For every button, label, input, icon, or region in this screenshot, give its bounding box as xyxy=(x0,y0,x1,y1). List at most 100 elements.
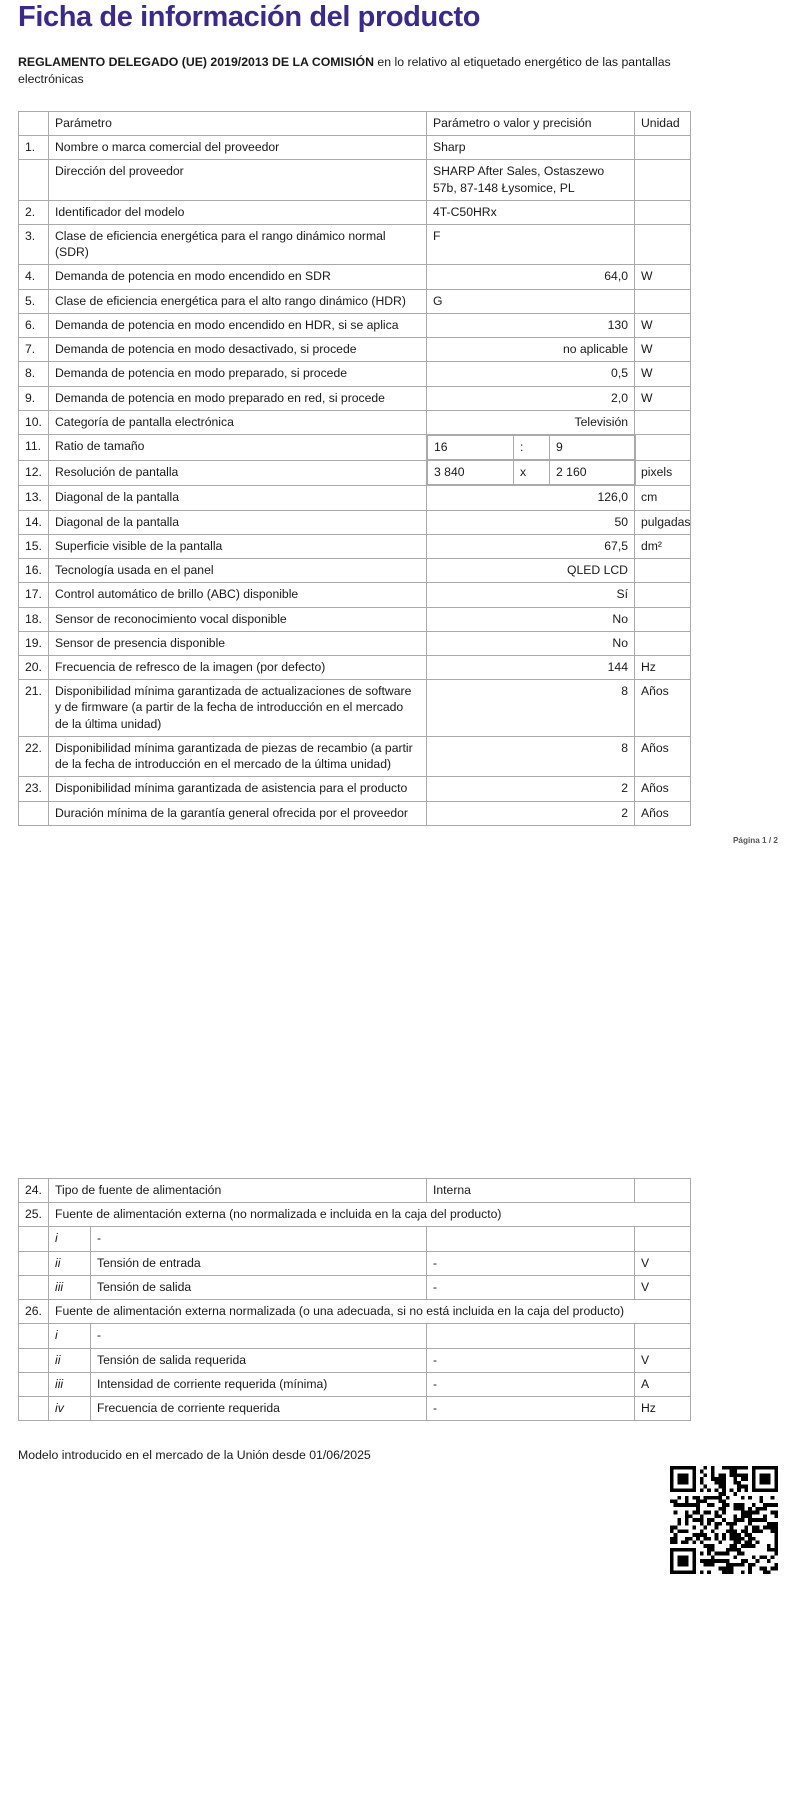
row-parameter: Demanda de potencia en modo preparado, s… xyxy=(48,361,427,387)
row-unit xyxy=(634,582,691,608)
row-unit xyxy=(634,409,691,436)
row-parameter: Tensión de entrada xyxy=(90,1250,427,1276)
row-unit xyxy=(634,1177,691,1204)
row-unit xyxy=(634,558,691,584)
table-body-upper: 1. Nombre o marca comercial del proveedor… xyxy=(18,135,691,436)
table-row: 7. Demanda de potencia en modo desactivad… xyxy=(18,337,691,363)
row-number: 6. xyxy=(18,312,49,339)
page-2: 24. Tipo de fuente de alimentación Interna… xyxy=(0,1177,800,1574)
regulation-subtitle: REGLAMENTO DELEGADO (UE) 2019/2013 DE LA… xyxy=(0,45,800,99)
table-row-sub: iv Frecuencia de corriente requerida - Hz xyxy=(18,1395,691,1422)
row-value: Televisión xyxy=(426,409,635,436)
table-row: 9. Demanda de potencia en modo preparado … xyxy=(18,385,691,411)
row-value-pair: 16:9 xyxy=(427,434,636,461)
market-introduction-note: Modelo introducido en el mercado de la U… xyxy=(18,1448,371,1463)
row-roman-index: ii xyxy=(48,1347,91,1373)
table-row-sub: i- xyxy=(18,1226,691,1252)
row-unit: V xyxy=(634,1347,691,1373)
row-number: 13. xyxy=(18,485,49,511)
row-number: 24. xyxy=(18,1177,49,1204)
row-unit xyxy=(634,1323,691,1349)
table-row: 23. Disponibilidad mínima garantizada de … xyxy=(18,776,691,802)
row-unit: Años xyxy=(634,800,691,826)
row-number xyxy=(18,1347,49,1373)
row-roman-index: i xyxy=(48,1323,91,1349)
row-parameter: Demanda de potencia en modo preparado en… xyxy=(48,385,427,411)
row-number: 23. xyxy=(18,776,49,802)
row-parameter: Frecuencia de corriente requerida xyxy=(90,1395,427,1422)
table-row: 17. Control automático de brillo (ABC) di… xyxy=(18,582,691,608)
row-unit: W xyxy=(634,361,691,387)
row-value: 50 xyxy=(426,509,635,535)
row-unit: W xyxy=(634,385,691,411)
row-value: 130 xyxy=(426,312,635,339)
table-row: 2. Identificador del modelo 4T-C50HRx xyxy=(18,199,691,226)
row-roman-index: iii xyxy=(48,1274,91,1301)
row-value: 2 xyxy=(426,776,635,802)
row-parameter: - xyxy=(90,1323,427,1349)
row-number: 15. xyxy=(18,533,49,560)
table-row-sub: iii Intensidad de corriente requerida (mí… xyxy=(18,1371,691,1397)
row-parameter: Superficie visible de la pantalla xyxy=(48,533,427,560)
row-number xyxy=(18,1323,49,1349)
row-value: - xyxy=(426,1347,635,1373)
row-parameter: Duración mínima de la garantía general o… xyxy=(48,800,427,826)
table-row: 15. Superficie visible de la pantalla 67,5… xyxy=(18,533,691,560)
table-row-split: 11. Ratio de tamaño 16:9 xyxy=(18,434,691,461)
row-value: 8 xyxy=(426,679,635,737)
table-row: 1. Nombre o marca comercial del proveedor… xyxy=(18,135,691,161)
row-number xyxy=(18,1226,49,1252)
specification-table-page2: 24. Tipo de fuente de alimentación Interna… xyxy=(18,1177,691,1422)
row-value: QLED LCD xyxy=(426,558,635,584)
row-value: Sí xyxy=(426,582,635,608)
row-number xyxy=(18,1274,49,1301)
row-number: 18. xyxy=(18,606,49,632)
row-parameter: Demanda de potencia en modo desactivado,… xyxy=(48,337,427,363)
row-number: 8. xyxy=(18,361,49,387)
qr-code-icon xyxy=(670,1466,778,1574)
value-a: 3 840 xyxy=(427,460,514,486)
table-row: 5. Clase de eficiencia energética para el… xyxy=(18,288,691,314)
row-number xyxy=(18,1250,49,1276)
value-operator: : xyxy=(513,434,550,461)
row-number xyxy=(18,1371,49,1397)
row-number: 19. xyxy=(18,630,49,656)
table-row: Dirección del proveedor SHARP After Sales… xyxy=(18,159,691,201)
row-number: 20. xyxy=(18,654,49,681)
header-unit: Unidad xyxy=(634,110,691,137)
row-roman-index: iv xyxy=(48,1395,91,1422)
row-parameter: Disponibilidad mínima garantizada de asi… xyxy=(48,776,427,802)
row-number: 5. xyxy=(18,288,49,314)
row-number: 21. xyxy=(18,679,49,737)
row-parameter: Fuente de alimentación externa (no norma… xyxy=(48,1202,691,1228)
row-value: 2,0 xyxy=(426,385,635,411)
row-value: - xyxy=(426,1274,635,1301)
table-row: 19. Sensor de presencia disponible No xyxy=(18,630,691,656)
table-row: 22. Disponibilidad mínima garantizada de … xyxy=(18,735,691,778)
table-row: 24. Tipo de fuente de alimentación Interna xyxy=(18,1177,691,1204)
row-value xyxy=(426,1226,635,1252)
row-number: 22. xyxy=(18,735,49,778)
value-a: 16 xyxy=(427,434,514,461)
row-unit: V xyxy=(634,1250,691,1276)
table-body-split: 11. Ratio de tamaño 16:9 12. Resolución de p… xyxy=(18,434,691,487)
row-number: 11. xyxy=(18,434,49,461)
row-parameter: Diagonal de la pantalla xyxy=(48,509,427,535)
table-row-sub: iii Tensión de salida - V xyxy=(18,1274,691,1301)
row-parameter: Sensor de reconocimiento vocal disponibl… xyxy=(48,606,427,632)
row-unit: V xyxy=(634,1274,691,1301)
row-unit xyxy=(634,630,691,656)
row-parameter: Disponibilidad mínima garantizada de pie… xyxy=(48,735,427,778)
row-unit xyxy=(634,135,691,161)
table-row-sub: ii Tensión de salida requerida - V xyxy=(18,1347,691,1373)
page-footer: Página 1 / 2 xyxy=(732,835,778,845)
row-unit: W xyxy=(634,337,691,363)
row-number: 17. xyxy=(18,582,49,608)
row-value: SHARP After Sales, Ostaszewo 57b, 87-148… xyxy=(426,159,635,201)
header-parameter: Parámetro xyxy=(48,110,427,137)
row-parameter: Nombre o marca comercial del proveedor xyxy=(48,135,427,161)
row-value: no aplicable xyxy=(426,337,635,363)
row-parameter: Clase de eficiencia energética para el r… xyxy=(48,224,427,266)
row-unit: W xyxy=(634,264,691,290)
row-unit: A xyxy=(634,1371,691,1397)
